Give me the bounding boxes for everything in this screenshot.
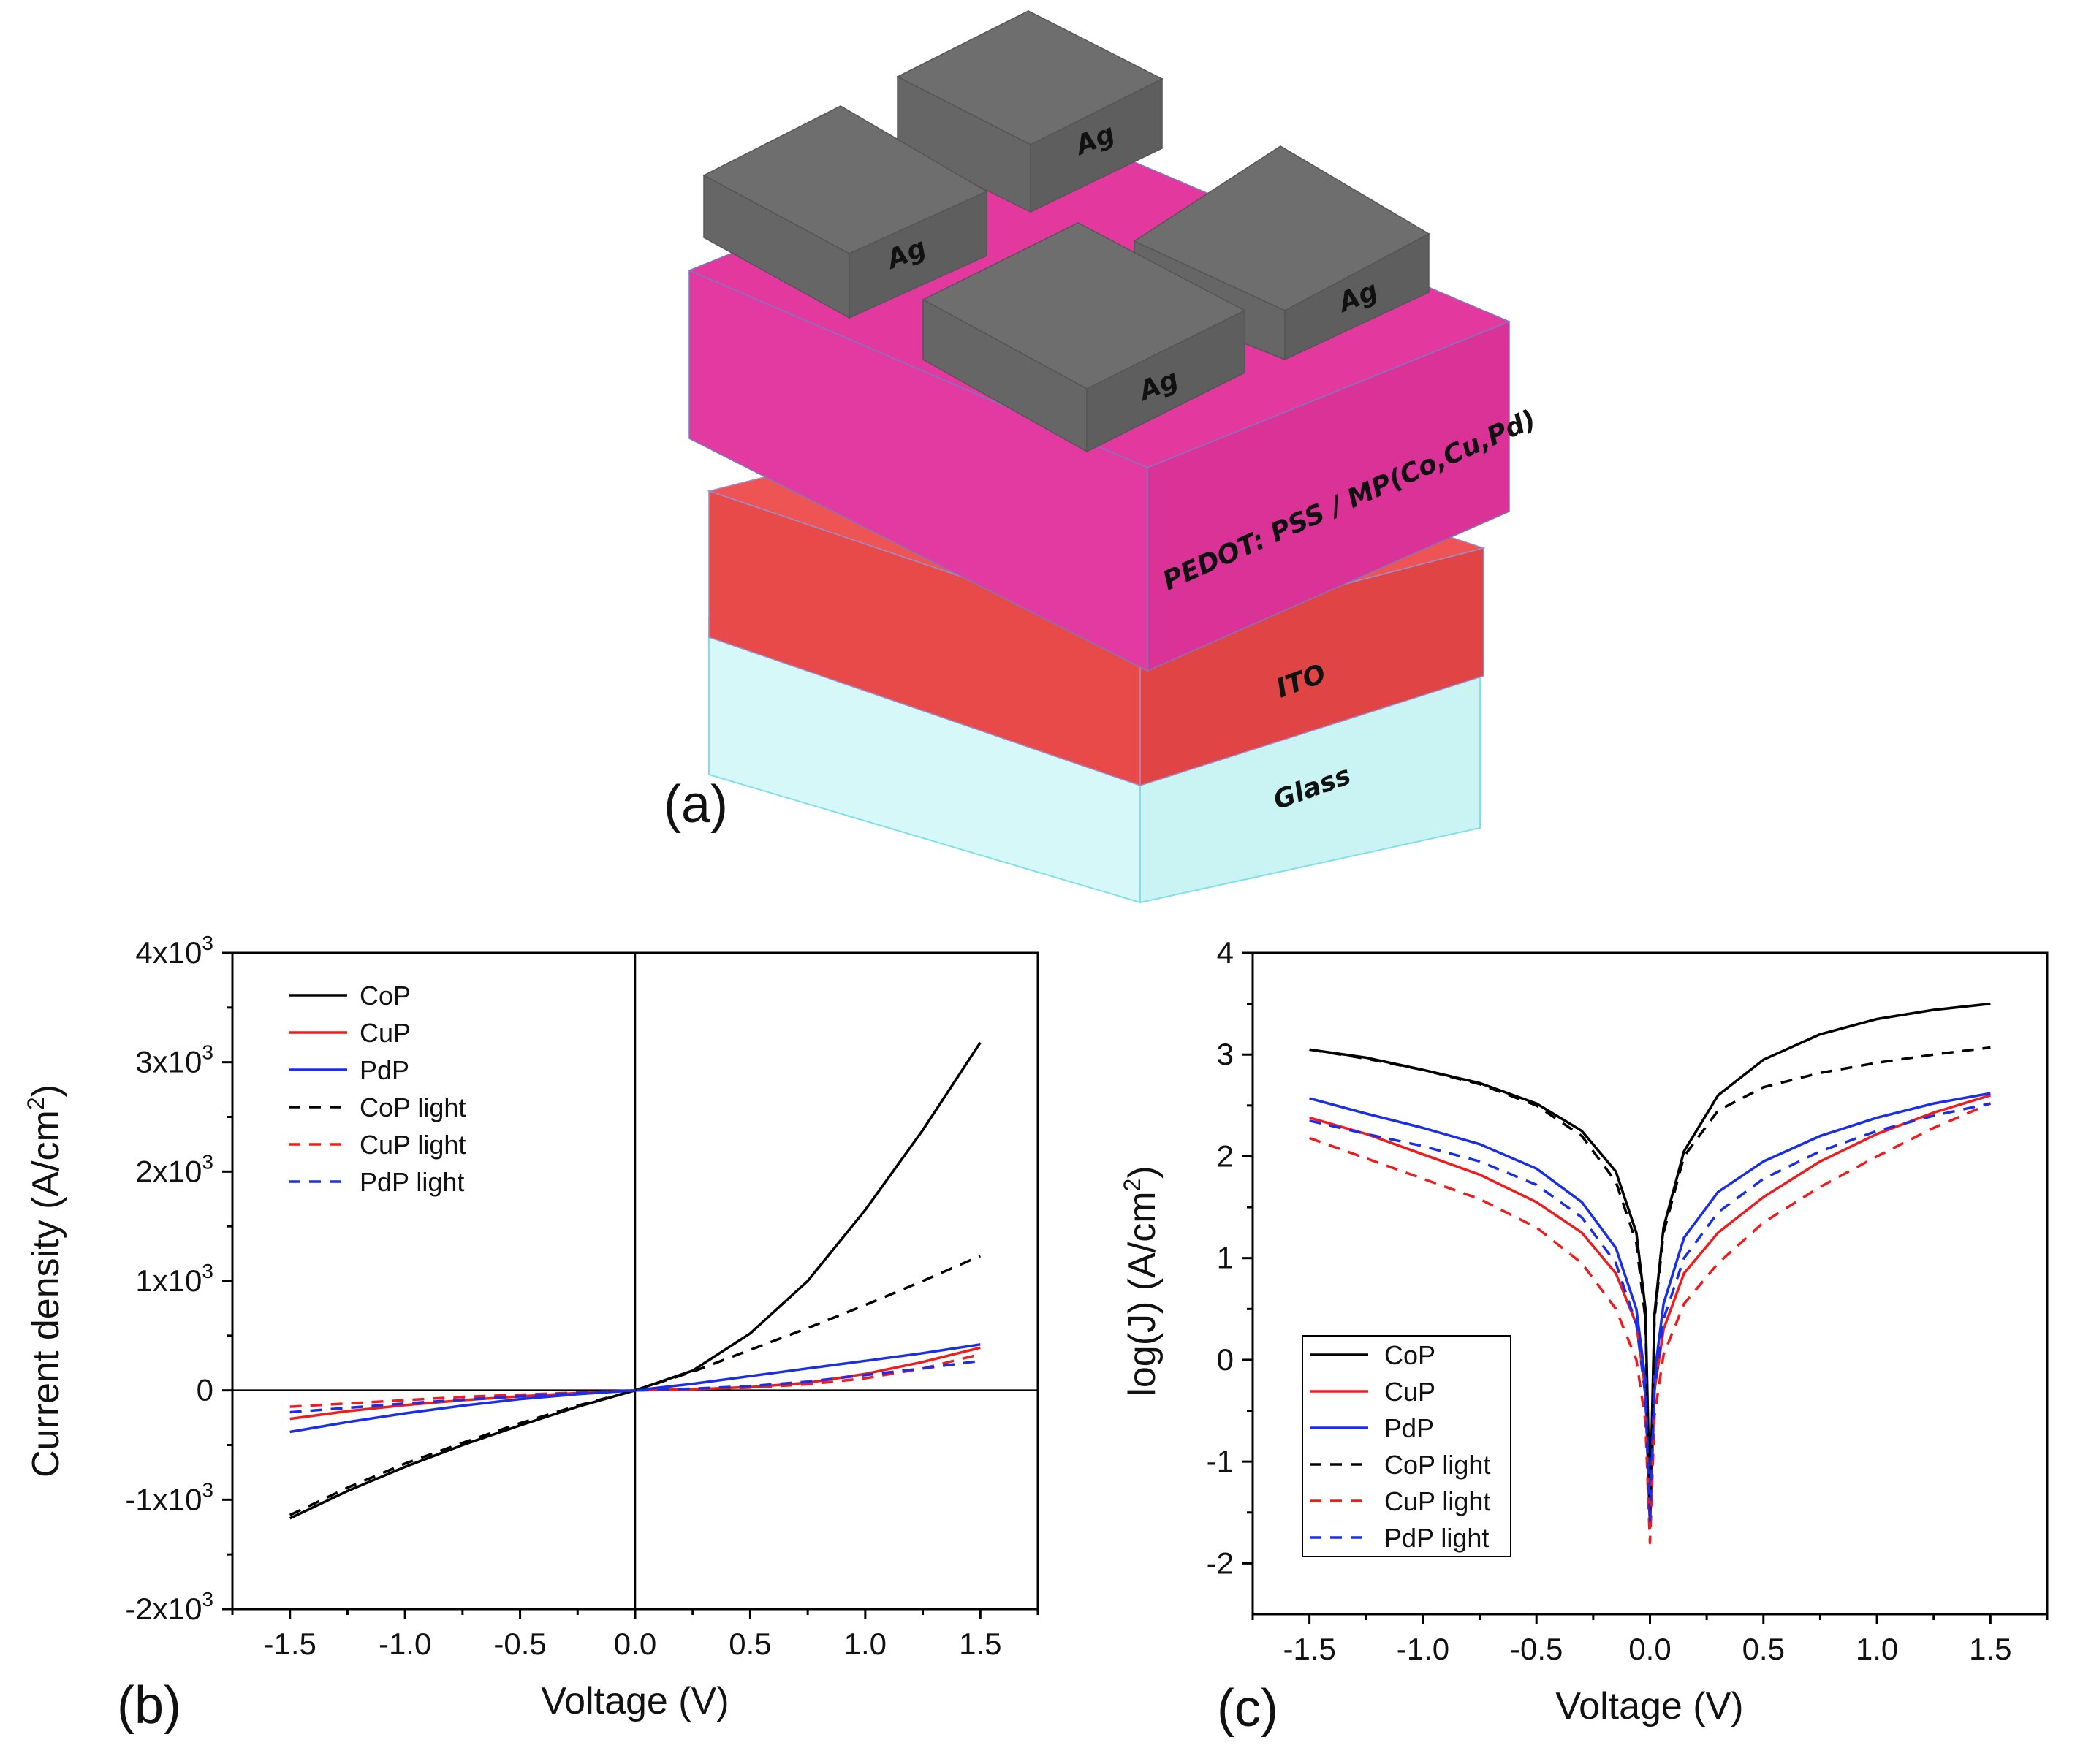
legend-entry: CoP xyxy=(360,981,411,1011)
chart-c-ylabel-end: ) xyxy=(1121,1166,1164,1178)
x-tick-label: -1.5 xyxy=(264,1627,316,1661)
x-tick-label: -0.5 xyxy=(493,1627,546,1661)
y-tick-exponent: 3 xyxy=(202,1588,213,1611)
panel-c-label: (c) xyxy=(1217,1679,1278,1738)
legend-entry: PdP light xyxy=(360,1167,464,1197)
legend-entry: PdP xyxy=(360,1055,409,1085)
device-schematic: Ag Ag Ag Ag PEDOT: PSS / MP(Co,Cu,Pd) IT… xyxy=(664,10,1541,904)
y-tick-label: 3x103 xyxy=(135,1041,213,1079)
y-tick-label: 2x103 xyxy=(135,1150,213,1188)
x-tick-label: 1.0 xyxy=(844,1627,887,1661)
chart-b: -1.5 -1.0 -0.5 0.0 0.5 1.0 1.5 -2x103 -1x103 0 1x1… xyxy=(23,932,1039,1735)
x-tick-label: 0.0 xyxy=(1628,1632,1671,1666)
ag-electrode-back xyxy=(896,10,1164,213)
series-cop-light xyxy=(289,1254,982,1516)
series-pdp-light xyxy=(289,1359,981,1414)
y-tick-exponent: 3 xyxy=(202,1041,213,1064)
legend-entry: CuP xyxy=(1384,1377,1435,1407)
panel-b-label: (b) xyxy=(117,1676,181,1735)
chart-b-ylabel-main: Current density (A/cm xyxy=(25,1110,67,1478)
legend-entry: CuP light xyxy=(360,1130,466,1160)
panel-a-label: (a) xyxy=(664,775,728,834)
chart-c-ylabel-sup: 2 xyxy=(1119,1179,1145,1192)
legend-entry: PdP xyxy=(1384,1413,1434,1443)
legend-entry: PdP light xyxy=(1384,1523,1489,1553)
chart-b-ylabel: Current density (A/cm2) xyxy=(23,1084,67,1478)
y-tick-label: -1x103 xyxy=(125,1478,213,1516)
y-tick-label: 3 xyxy=(1217,1037,1234,1071)
y-tick-label: -2x103 xyxy=(125,1588,213,1626)
series-cup-light xyxy=(1309,1102,1992,1545)
series-pdp-light xyxy=(1309,1102,1991,1524)
y-tick-exponent: 3 xyxy=(202,1150,213,1173)
chart-c-ylabel-main: log(J) (A/cm xyxy=(1121,1191,1164,1396)
y-tick-label: 1 xyxy=(1217,1241,1234,1275)
chart-b-legend: CoP CuP PdP CoP light CuP light PdP light xyxy=(289,981,466,1197)
chart-c: -1.5 -1.0 -0.5 0.0 0.5 1.0 1.5 -2 -1 0 1 2 3 4 CoP CuP… xyxy=(1119,935,2049,1738)
x-tick-label: -0.5 xyxy=(1510,1632,1563,1666)
y-tick-exponent: 3 xyxy=(202,1478,213,1501)
x-tick-label: -1.0 xyxy=(1397,1632,1449,1666)
x-tick-label: 1.5 xyxy=(959,1627,1001,1661)
y-tick-label: 4x103 xyxy=(135,932,213,970)
legend-entry: CoP xyxy=(1384,1340,1435,1370)
chart-b-zero-lines xyxy=(232,953,1038,1609)
x-tick-label: 0.5 xyxy=(1742,1632,1785,1666)
y-tick-label: 4 xyxy=(1217,935,1234,970)
chart-c-xlabel: Voltage (V) xyxy=(1555,1685,1743,1727)
x-tick-label: 0.5 xyxy=(729,1627,771,1661)
chart-c-legend: CoP CuP PdP CoP light CuP light PdP light xyxy=(1302,1335,1511,1557)
y-tick-exponent: 3 xyxy=(202,932,213,954)
chart-c-series xyxy=(1309,1002,1992,1545)
chart-b-ylabel-sup: 2 xyxy=(23,1097,49,1110)
x-tick-label: -1.0 xyxy=(379,1627,431,1661)
legend-box xyxy=(1302,1335,1511,1557)
y-tick-label: 1x103 xyxy=(135,1260,213,1298)
chart-b-ticks: -1.5 -1.0 -0.5 0.0 0.5 1.0 1.5 -2x103 -1x103 0 1x1… xyxy=(125,932,1039,1661)
chart-b-ylabel-end: ) xyxy=(25,1084,67,1097)
chart-b-series xyxy=(289,1041,982,1520)
x-tick-label: 0.0 xyxy=(614,1627,656,1661)
chart-c-ylabel: log(J) (A/cm2) xyxy=(1119,1166,1164,1396)
y-tick-label: 2 xyxy=(1217,1138,1234,1173)
ag-electrode-left xyxy=(702,105,988,319)
legend-entry: CuP xyxy=(360,1018,411,1048)
legend-entry: CoP light xyxy=(360,1092,466,1122)
legend-entry: CoP light xyxy=(1384,1450,1490,1480)
ag-electrode-front xyxy=(922,222,1246,453)
x-tick-label: 1.0 xyxy=(1856,1632,1898,1666)
y-tick-label: -1 xyxy=(1207,1444,1234,1478)
chart-b-xlabel: Voltage (V) xyxy=(541,1680,729,1722)
y-tick-exponent: 3 xyxy=(202,1260,213,1282)
y-tick-label: -2 xyxy=(1207,1546,1234,1580)
chart-c-ticks: -1.5 -1.0 -0.5 0.0 0.5 1.0 1.5 -2 -1 0 1 2 3 4 xyxy=(1207,935,2049,1666)
series-cup-light xyxy=(289,1353,981,1408)
legend-entry: CuP light xyxy=(1384,1486,1490,1516)
y-tick-label: 0 xyxy=(1217,1342,1234,1377)
series-pdp xyxy=(289,1343,981,1434)
x-tick-label: 1.5 xyxy=(1969,1632,2011,1666)
x-tick-label: -1.5 xyxy=(1283,1632,1335,1666)
y-tick-label: 0 xyxy=(197,1373,213,1407)
